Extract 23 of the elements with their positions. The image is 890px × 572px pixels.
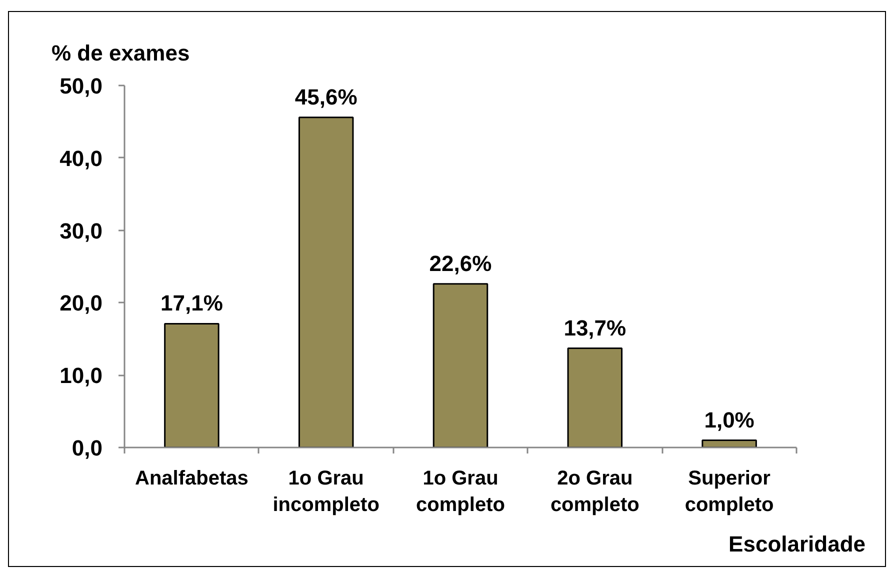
bar — [702, 440, 757, 448]
data-label: 1,0% — [704, 407, 754, 432]
x-tick-label: Superior completo — [684, 468, 774, 516]
x-tick-label: 1o Grau incompleto — [272, 468, 380, 516]
data-label: 13,7% — [564, 315, 626, 340]
data-label: 45,6% — [294, 84, 358, 110]
y-tick-label: 20,0 — [60, 290, 103, 316]
bar — [432, 283, 488, 448]
data-label: 22,6% — [429, 250, 492, 276]
data-label: 17,1% — [160, 290, 223, 316]
bar — [298, 116, 354, 448]
x-tick-label: Analfabetas — [135, 468, 248, 490]
x-tick-label: 2o Grau completo — [550, 468, 640, 516]
y-tick-label: 40,0 — [60, 146, 103, 171]
y-tick-label: 30,0 — [60, 218, 103, 244]
x-tick-label: 1o Grau completo — [416, 468, 505, 516]
y-axis-title: % de exames — [52, 40, 190, 66]
x-axis-title: Escolaridade — [728, 532, 866, 556]
bar — [164, 322, 220, 448]
y-tick-label: 0,0 — [72, 436, 103, 460]
bar — [567, 348, 623, 448]
y-tick-label: 50,0 — [60, 74, 103, 98]
y-tick-label: 10,0 — [60, 363, 103, 388]
